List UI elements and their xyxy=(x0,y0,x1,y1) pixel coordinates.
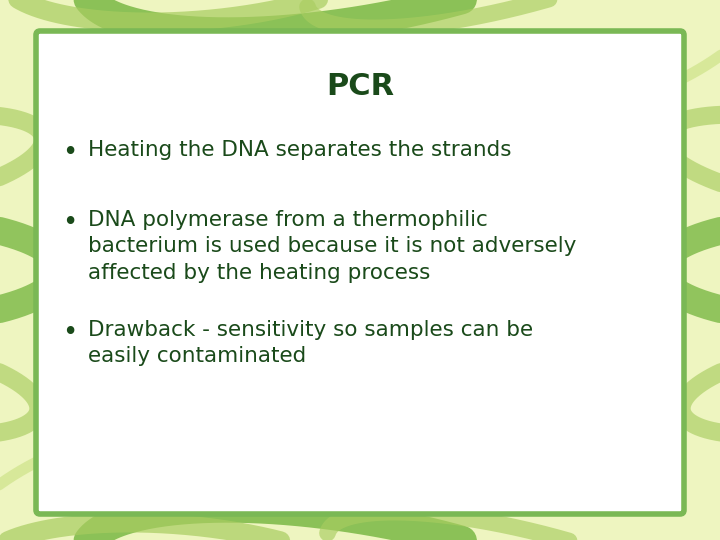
Text: •: • xyxy=(63,140,78,166)
Text: Heating the DNA separates the strands: Heating the DNA separates the strands xyxy=(88,140,511,160)
FancyBboxPatch shape xyxy=(36,31,684,514)
Text: •: • xyxy=(63,210,78,236)
Text: Drawback - sensitivity so samples can be
easily contaminated: Drawback - sensitivity so samples can be… xyxy=(88,320,533,367)
Text: PCR: PCR xyxy=(326,72,394,101)
Text: •: • xyxy=(63,320,78,346)
Text: DNA polymerase from a thermophilic
bacterium is used because it is not adversely: DNA polymerase from a thermophilic bacte… xyxy=(88,210,577,283)
